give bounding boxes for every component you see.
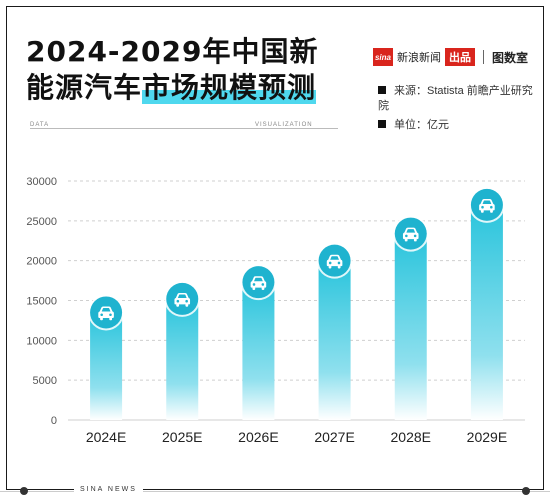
x-tick-label: 2028E	[391, 429, 431, 445]
brand-name: 新浪新闻	[397, 52, 441, 64]
square-bullet-icon	[378, 120, 386, 128]
bar	[318, 260, 351, 420]
y-tick-label: 5000	[33, 375, 57, 387]
source-note: 来源：Statista 前瞻产业研究院	[378, 84, 538, 114]
unit-text: 单位：亿元	[394, 119, 449, 131]
y-tick-label: 30000	[26, 176, 57, 188]
x-tick-label: 2027E	[314, 429, 354, 445]
bar	[394, 233, 427, 420]
sina-logo-icon: sina	[373, 48, 393, 66]
visualization-label: VISUALIZATION	[252, 122, 316, 128]
y-tick-label: 15000	[26, 296, 57, 308]
footer-line	[0, 491, 550, 492]
footer-dot	[20, 487, 28, 495]
bar	[242, 282, 275, 420]
y-tick-label: 25000	[26, 216, 57, 228]
footer-text: SINA NEWS	[74, 486, 143, 493]
y-tick-label: 10000	[26, 335, 57, 347]
page-title: 2024-2029年中国新 能源汽车市场规模预测	[26, 34, 318, 106]
y-tick-label: 0	[51, 415, 57, 427]
x-tick-label: 2025E	[162, 429, 202, 445]
divider-line	[30, 128, 338, 129]
brand-badge: 出品	[445, 48, 475, 66]
brand-block: sina 新浪新闻 出品 图数室	[373, 47, 528, 67]
x-tick-label: 2029E	[467, 429, 507, 445]
title-highlight: 市场规模预测	[142, 71, 317, 104]
unit-note: 单位：亿元	[378, 118, 449, 133]
title-line-2: 能源汽车	[26, 71, 143, 104]
bar	[470, 204, 503, 420]
bar	[166, 298, 199, 420]
y-tick-label: 20000	[26, 256, 57, 268]
x-tick-label: 2024E	[86, 429, 126, 445]
brand-sub-logo: 图数室	[492, 50, 529, 65]
data-label: DATA	[30, 122, 53, 128]
brand-separator	[483, 50, 484, 64]
footer-dot	[522, 487, 530, 495]
square-bullet-icon	[378, 86, 386, 94]
title-line-1: 2024-2029年中国新	[26, 35, 319, 68]
x-tick-label: 2026E	[238, 429, 278, 445]
source-text: 来源：Statista 前瞻产业研究院	[378, 85, 533, 112]
